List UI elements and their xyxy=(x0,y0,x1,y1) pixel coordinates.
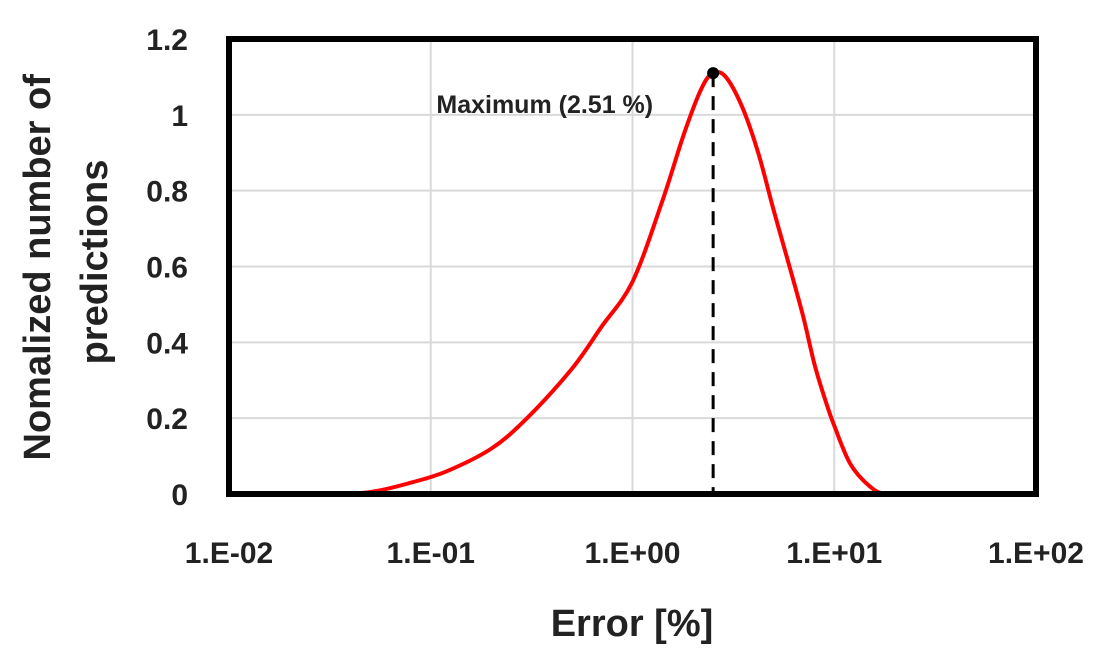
y-tick-label: 0.4 xyxy=(146,327,188,360)
y-tick-label: 1.2 xyxy=(146,24,188,57)
series-layer xyxy=(229,69,1036,497)
x-tick-label: 1.E+01 xyxy=(786,537,882,570)
y-tick-label: 0.8 xyxy=(146,176,188,209)
max-annotation-label: Maximum (2.51 %) xyxy=(436,91,653,119)
y-axis-title-line-2: predictions xyxy=(74,160,116,365)
x-tick-label: 1.E-02 xyxy=(185,537,273,570)
x-tick-label: 1.E+02 xyxy=(988,537,1084,570)
plot-frame xyxy=(226,36,1039,497)
tick-labels: 0 0.2 0.4 0.6 0.8 1 1.2 1.E-02 1.E-01 1.E+00 1.E+0… xyxy=(146,24,1084,570)
y-axis-title-line-1: Nomalized number of xyxy=(17,74,59,461)
x-tick-label: 1.E+00 xyxy=(585,537,681,570)
y-axis-title: Nomalized number of predictions xyxy=(17,64,116,461)
y-tick-label: 0 xyxy=(171,479,188,512)
x-tick-label: 1.E-01 xyxy=(387,537,475,570)
x-axis-title: Error [%] xyxy=(551,603,714,645)
series-line xyxy=(229,69,1036,497)
max-marker xyxy=(707,67,720,80)
y-tick-label: 1 xyxy=(171,100,188,133)
y-tick-label: 0.6 xyxy=(146,252,188,285)
annotation-layer: Maximum (2.51 %) xyxy=(436,67,720,494)
y-tick-label: 0.2 xyxy=(146,403,188,436)
